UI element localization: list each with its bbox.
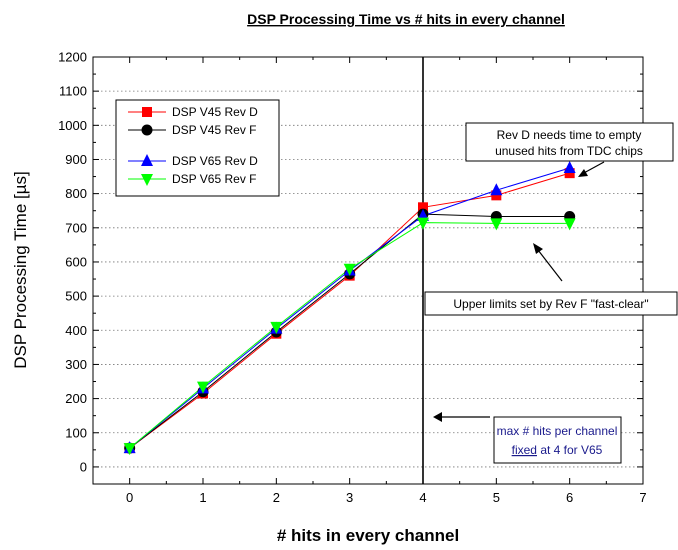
y-tick-label: 600 <box>65 254 87 269</box>
annotation-upper-limits-box <box>424 291 678 316</box>
legend-items: DSP V45 Rev D DSP V45 Rev F DSP V65 Rev D D… <box>128 105 258 186</box>
annotation-upper-limits-arrowhead <box>533 243 543 254</box>
x-tick-label: 5 <box>493 490 500 505</box>
legend: DSP V45 Rev D DSP V45 Rev F DSP V65 Rev D D… <box>115 99 280 197</box>
legend-label-4: DSP V65 Rev F <box>172 172 256 186</box>
y-tick-label: 500 <box>65 289 87 304</box>
y-tick-label: 700 <box>65 220 87 235</box>
series-4-point <box>123 443 136 456</box>
y-tick-label: 900 <box>65 152 87 167</box>
series-1-point <box>491 190 502 201</box>
legend-marker-3 <box>141 154 153 166</box>
tick-labels: 0 100 200 300 400 500 600 700 800 900 1000 1100 1200… <box>58 50 647 506</box>
series-4-point <box>343 263 356 276</box>
series-line-4 <box>129 222 570 449</box>
legend-label-1: DSP V45 Rev D <box>172 105 258 119</box>
annotation-upper-limits-arrow <box>537 249 563 282</box>
series-3-point <box>563 161 576 174</box>
y-tick-label: 100 <box>65 425 87 440</box>
annotation-max-hits-arrowhead <box>433 412 442 422</box>
series-4-point <box>490 218 503 231</box>
chart-title: DSP Processing Time vs # hits in every c… <box>247 11 565 27</box>
y-tick-label: 400 <box>65 323 87 338</box>
series-4-point <box>270 321 283 334</box>
y-tick-label: 1200 <box>58 50 87 65</box>
legend-marker-1 <box>142 107 152 117</box>
annotation-max-hits-box <box>493 416 622 464</box>
series-4-point <box>417 217 429 230</box>
legend-marker-2 <box>141 124 153 136</box>
y-tick-label: 1100 <box>59 84 87 99</box>
x-tick-label: 7 <box>639 490 646 505</box>
series-4-point <box>197 381 209 394</box>
x-tick-label: 3 <box>346 490 353 505</box>
annotation-rev-d: Rev D needs time to empty unused hits fr… <box>465 122 674 177</box>
series-1-point <box>564 168 575 179</box>
annotation-max-hits-rest: at 4 for V65 <box>537 443 603 457</box>
legend-label-2: DSP V45 Rev F <box>172 123 256 137</box>
x-tick-label: 6 <box>566 490 573 505</box>
annotation-rev-d-line1: Rev D needs time to empty <box>497 128 642 142</box>
series-markers <box>123 161 576 456</box>
series-3-point <box>490 183 503 196</box>
legend-label-3: DSP V65 Rev D <box>172 154 258 168</box>
x-tick-label: 2 <box>273 490 280 505</box>
annotation-rev-d-box <box>465 122 674 162</box>
annotation-max-hits: max # hits per channel fixed at 4 for V6… <box>433 412 622 464</box>
y-tick-label: 1000 <box>58 118 87 133</box>
annotation-max-hits-fixed: fixed <box>512 443 537 457</box>
series-1-point <box>418 202 428 213</box>
y-axis-label: DSP Processing Time [µs] <box>11 171 30 369</box>
plot-frame <box>92 56 644 485</box>
y-tick-label: 200 <box>65 391 87 406</box>
annotation-rev-d-line2: unused hits from TDC chips <box>495 144 643 158</box>
annotation-max-hits-line1: max # hits per channel <box>497 424 618 438</box>
annotation-max-hits-line2: fixed at 4 for V65 <box>512 443 603 457</box>
series-4-point <box>563 218 576 231</box>
annotation-upper-limits-text: Upper limits set by Rev F "fast-clear" <box>453 297 648 311</box>
x-tick-label: 4 <box>419 490 426 505</box>
annotation-upper-limits: Upper limits set by Rev F "fast-clear" <box>424 243 678 316</box>
annotation-rev-d-arrowhead <box>578 169 588 177</box>
y-tick-label: 300 <box>65 357 87 372</box>
y-tick-label: 0 <box>80 459 87 474</box>
x-tick-label: 0 <box>126 490 133 505</box>
x-tick-label: 1 <box>199 490 206 505</box>
x-axis-label: # hits in every channel <box>277 526 459 545</box>
y-tick-label: 800 <box>65 186 87 201</box>
series-line-2 <box>129 213 570 449</box>
legend-marker-4 <box>141 174 153 186</box>
